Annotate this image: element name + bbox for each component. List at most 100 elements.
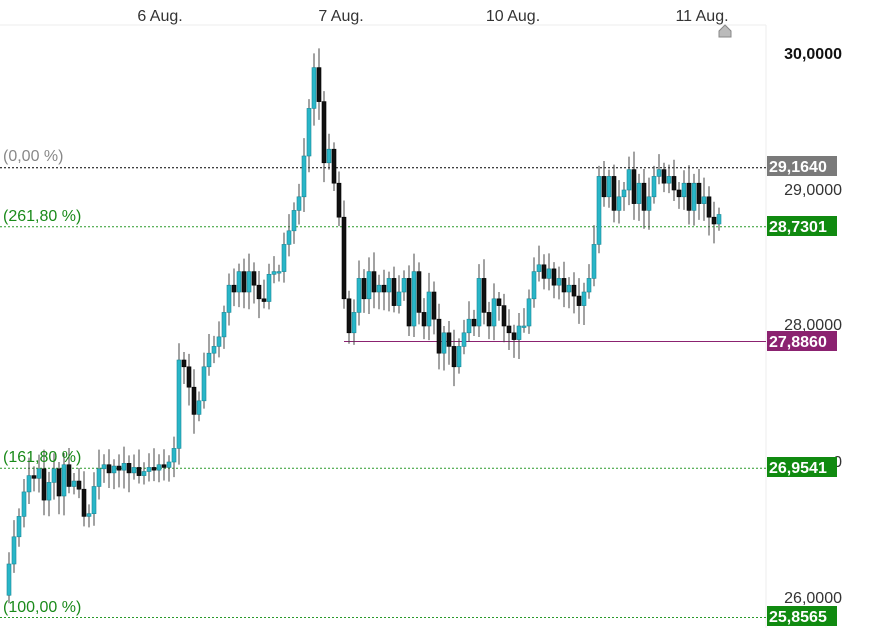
candle — [441, 326, 447, 371]
candle-body — [556, 278, 562, 286]
candle — [511, 324, 517, 358]
candle-body — [131, 467, 137, 474]
candle — [306, 99, 312, 173]
candle-body — [351, 312, 357, 334]
candle — [66, 448, 72, 494]
fib-label-100-percent: (100,00 %) — [3, 599, 81, 616]
candle-body — [186, 366, 192, 388]
candle — [81, 471, 87, 527]
candle — [641, 168, 647, 229]
candle — [276, 264, 282, 282]
candle — [551, 262, 557, 299]
candle — [646, 177, 652, 230]
candle — [571, 272, 577, 314]
candle-body — [441, 332, 447, 354]
candle-body — [546, 268, 552, 279]
candle-body — [171, 448, 177, 463]
candle-body — [246, 271, 252, 293]
candle — [581, 282, 587, 325]
candle — [71, 473, 77, 495]
candle — [376, 274, 382, 310]
price-tags: 29,1640 28,7301 27,8860 26,9541 25,8565 — [767, 156, 837, 626]
candle — [236, 263, 242, 308]
candle — [426, 272, 432, 341]
candle — [516, 313, 522, 359]
candle-body — [376, 284, 382, 293]
candle — [91, 472, 97, 526]
candle — [181, 351, 187, 385]
candle-body — [606, 176, 612, 198]
candle-body — [271, 271, 277, 275]
candle-body — [41, 468, 47, 501]
candle-body — [496, 298, 502, 306]
candle-body — [286, 230, 292, 245]
candle — [241, 258, 247, 309]
candle — [566, 277, 572, 309]
candle — [696, 168, 702, 220]
candle — [496, 292, 502, 321]
candle-body — [461, 332, 467, 347]
scroll-up-icon[interactable] — [718, 24, 732, 38]
candle-body — [706, 196, 712, 218]
candle-body — [66, 464, 72, 487]
candle — [51, 453, 57, 500]
price-tag-27-8860-bg — [767, 331, 837, 351]
candle — [546, 253, 552, 291]
candle-body — [241, 271, 247, 293]
candle — [701, 177, 707, 221]
candle — [101, 454, 107, 483]
candle-body — [426, 291, 432, 327]
candle-body — [146, 467, 152, 472]
candle — [576, 278, 582, 324]
candle-body — [361, 278, 367, 300]
candle-body — [566, 284, 572, 293]
date-label-11-aug: 11 Aug. — [675, 8, 728, 25]
candle-body — [226, 284, 232, 313]
candle — [396, 275, 402, 314]
candle-body — [646, 196, 652, 211]
candle — [651, 165, 657, 204]
candle — [411, 253, 417, 337]
candle — [521, 308, 527, 333]
candle-body — [196, 400, 202, 415]
candle-body — [666, 176, 672, 184]
candle-body — [126, 463, 132, 474]
candle-body — [306, 108, 312, 157]
candle-body — [411, 271, 417, 327]
candle-body — [486, 312, 492, 327]
candle — [391, 266, 397, 313]
candle — [676, 181, 682, 209]
candle — [561, 261, 567, 308]
candle-body — [11, 536, 17, 565]
candle — [606, 169, 612, 208]
candle-body — [166, 461, 172, 468]
candle — [301, 138, 307, 212]
candle-body — [416, 271, 422, 313]
candle-body — [326, 148, 332, 164]
candle — [121, 446, 127, 489]
candle-body — [611, 176, 617, 211]
price-tag-25-8565-bg — [767, 606, 837, 626]
candle — [366, 257, 372, 314]
candle-body — [576, 295, 582, 306]
candle — [221, 305, 227, 349]
candle-body — [431, 291, 437, 320]
candle — [226, 273, 232, 326]
candle — [706, 186, 712, 236]
candle — [591, 225, 597, 287]
candle — [451, 329, 457, 387]
candle-body — [406, 278, 412, 327]
candle-body — [61, 464, 67, 497]
candle-body — [106, 464, 112, 474]
candle — [326, 133, 332, 170]
candle-body — [111, 465, 117, 474]
candle-body — [331, 148, 337, 184]
candle — [166, 455, 172, 482]
candle — [716, 207, 722, 231]
price-tag-26-9541: 26,9541 — [769, 460, 827, 477]
candle-body — [6, 563, 12, 596]
candle-body — [81, 488, 87, 517]
candle-body — [586, 278, 592, 293]
candle-body — [476, 278, 482, 327]
